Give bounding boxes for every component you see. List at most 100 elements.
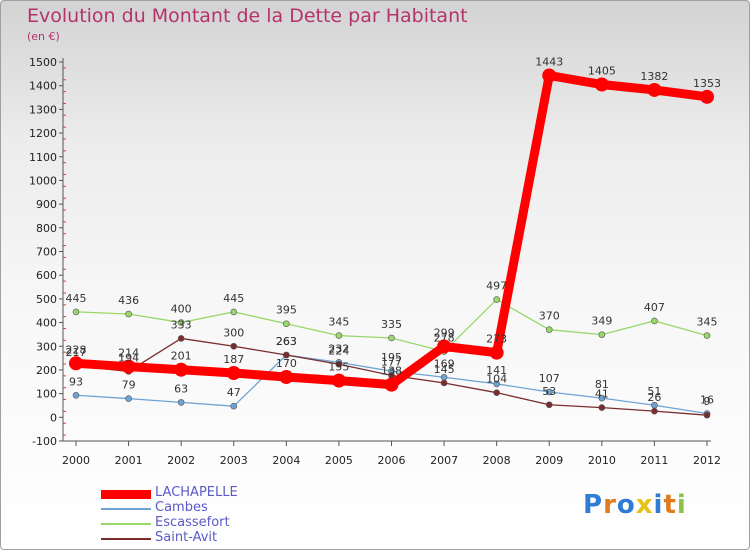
data-label-escassefort: 345 [328,316,349,329]
data-label-cambes: 232 [328,342,349,355]
data-label-cambes: 169 [434,357,455,370]
data-point-escassefort [335,332,343,339]
y-tick-label: 800 [36,222,57,235]
x-tick-label: 2000 [62,454,90,467]
data-label-cambes: 263 [276,335,297,348]
data-label-escassefort: 370 [539,310,560,323]
data-label-lachapelle: 138 [381,365,402,378]
y-tick-label: 1500 [29,56,57,69]
data-label-escassefort: 445 [223,292,244,305]
logo-letter: P [583,490,604,520]
x-tick-label: 2008 [483,454,511,467]
data-point-saint-avit [440,379,448,387]
y-tick-label: 900 [36,198,57,211]
y-tick-label: 1100 [29,151,57,164]
y-tick-label: 400 [36,317,57,330]
data-label-lachapelle: 201 [171,350,192,363]
data-point-lachapelle [384,377,399,392]
data-point-escassefort [72,308,80,316]
data-point-lachapelle [226,366,241,381]
data-point-lachapelle [489,345,504,360]
data-point-lachapelle [700,89,714,104]
data-point-saint-avit [598,404,606,411]
x-tick-label: 2010 [588,454,616,467]
data-point-escassefort [230,308,238,316]
data-label-saint-avit: 104 [486,373,507,386]
data-point-cambes [177,399,185,406]
value-labels: 228 214 201 187 170 155 138 299 273 1443 1405 1382 1… [66,56,722,409]
data-point-lachapelle [69,356,83,371]
data-label-escassefort: 497 [486,280,507,293]
x-tick-label: 2005 [325,454,353,467]
x-tick-label: 2002 [167,454,195,467]
data-point-cambes [493,380,500,388]
x-tick-label: 2006 [378,454,406,467]
x-tick-label: 2009 [535,454,563,467]
data-point-lachapelle [647,82,662,97]
data-label-saint-avit: 41 [595,388,609,401]
x-tick-label: 2011 [640,454,668,467]
chart-title: Evolution du Montant de la Dette par Hab… [27,5,468,27]
data-label-escassefort: 345 [697,316,718,329]
data-point-escassefort [125,310,132,318]
y-tick-label: 1200 [29,127,57,140]
data-point-saint-avit [230,342,238,350]
data-point-escassefort [388,334,395,342]
data-point-saint-avit [493,389,500,396]
y-tick-label: 100 [36,388,57,401]
logo-letter: r [603,490,617,520]
data-label-escassefort: 278 [434,331,455,344]
data-point-saint-avit [651,407,658,415]
data-label-cambes: 47 [227,386,241,399]
legend-swatch [101,538,151,540]
legend-swatch [101,508,151,510]
logo-letter: o [616,490,636,520]
y-tick-label: 1300 [29,103,57,116]
data-label-cambes: 16 [700,394,714,407]
data-point-escassefort [703,332,711,339]
data-label-saint-avit: 194 [118,351,139,364]
data-point-escassefort [493,296,500,303]
data-label-cambes: 63 [174,382,188,395]
legend-label: Escassefort [155,515,230,530]
legend-label: Cambes [155,500,208,515]
chart-subtitle: (en €) [27,30,60,43]
y-tick-label: 1400 [29,80,57,93]
data-label-lachapelle: 1405 [588,65,616,78]
y-tick-label: 300 [36,340,57,353]
data-label-saint-avit: 53 [542,385,556,398]
data-label-escassefort: 436 [118,294,139,307]
data-label-cambes: 107 [539,372,560,385]
data-point-escassefort [545,326,553,333]
x-tick-label: 2001 [115,454,143,467]
logo-letter: x [635,490,654,520]
data-label-lachapelle: 299 [434,326,455,339]
data-point-cambes [230,402,238,410]
data-label-escassefort: 335 [381,318,402,331]
data-label-escassefort: 395 [276,304,297,317]
data-label-saint-avit: 263 [276,335,297,348]
data-point-cambes [598,394,606,402]
y-tick-label: 500 [36,293,57,306]
data-point-lachapelle [594,77,609,92]
data-label-saint-avit: 300 [223,326,244,339]
y-tick-label: 0 [50,411,57,424]
data-label-lachapelle: 155 [328,361,349,374]
data-point-saint-avit [335,360,343,368]
data-label-lachapelle: 1382 [640,70,668,83]
data-label-lachapelle: 1443 [535,56,563,69]
data-point-saint-avit [177,335,185,342]
series-points [69,68,714,419]
legend-swatch [101,489,151,499]
data-point-lachapelle [331,373,346,388]
data-point-saint-avit [703,411,711,419]
data-label-cambes: 141 [486,364,507,377]
data-label-lachapelle: 170 [276,357,297,370]
data-label-saint-avit: 333 [171,318,192,331]
data-point-saint-avit [283,351,290,359]
logo-letter: t [663,490,677,520]
y-tick-label: 1000 [29,174,57,187]
data-label-cambes: 79 [122,379,136,392]
